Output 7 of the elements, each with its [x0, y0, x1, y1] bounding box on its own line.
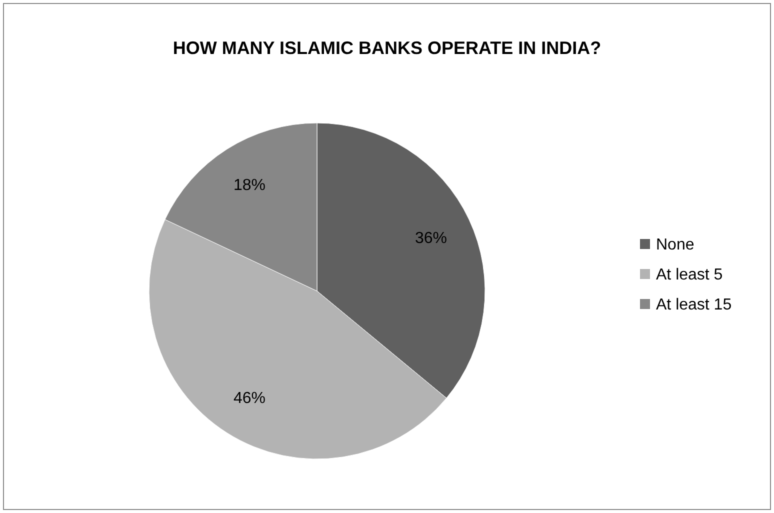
chart-title: HOW MANY ISLAMIC BANKS OPERATE IN INDIA?	[172, 38, 602, 58]
legend-label: At least 15	[656, 296, 732, 314]
data-label: 36%	[414, 230, 448, 247]
data-label: 46%	[233, 390, 266, 407]
legend-label: At least 5	[656, 266, 723, 284]
data-label: 18%	[233, 177, 266, 194]
legend-label: None	[656, 236, 694, 254]
